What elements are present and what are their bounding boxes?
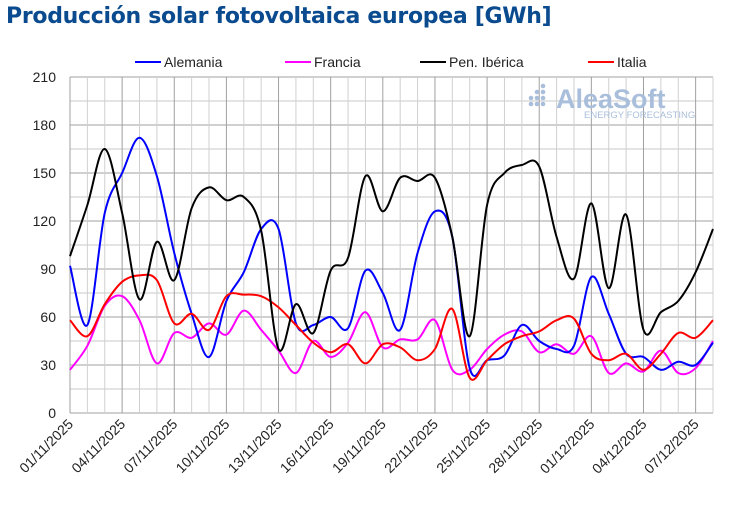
x-tick-label: 10/11/2025	[172, 416, 232, 476]
x-tick-label: 07/11/2025	[120, 416, 180, 476]
y-tick-label: 180	[33, 117, 57, 133]
y-tick-label: 120	[33, 213, 57, 229]
series-line-alemania	[69, 136, 714, 377]
legend-label: Alemania	[164, 54, 223, 70]
watermark-dot	[528, 95, 534, 101]
watermark-sub: ENERGY FORECASTING	[584, 110, 695, 121]
x-tick-label: 04/12/2025	[589, 416, 650, 477]
watermark-dot	[540, 83, 546, 89]
y-tick-label: 30	[40, 357, 56, 373]
x-tick-label: 04/11/2025	[68, 416, 128, 476]
y-tick-label: 60	[40, 309, 56, 325]
watermark-dot	[528, 101, 534, 107]
series-line-pen-ib-rica	[69, 147, 714, 352]
x-tick-label: 28/11/2025	[485, 416, 545, 476]
y-tick-label: 90	[40, 261, 56, 277]
legend-label: Italia	[617, 54, 647, 70]
series-line-francia	[69, 294, 714, 376]
y-tick-label: 210	[33, 69, 57, 85]
x-tick-label: 16/11/2025	[277, 416, 337, 476]
watermark-dot	[540, 101, 546, 107]
y-tick-label: 0	[48, 405, 56, 421]
x-tick-label: 22/11/2025	[381, 416, 441, 476]
watermark-dot	[540, 89, 546, 95]
watermark-logo: AleaSoft	[556, 84, 666, 114]
x-tick-label: 25/11/2025	[433, 416, 493, 476]
x-tick-label: 01/11/2025	[16, 416, 76, 476]
watermark-dot	[540, 95, 546, 101]
legend-label: Francia	[314, 54, 361, 70]
watermark-dot	[534, 89, 540, 95]
watermark-dot	[534, 95, 540, 101]
x-tick-label: 07/12/2025	[641, 416, 702, 477]
y-tick-label: 150	[33, 165, 57, 181]
x-tick-label: 13/11/2025	[225, 416, 285, 476]
series-line-italia	[69, 273, 714, 381]
chart-title: Producción solar fotovoltaica europea [G…	[6, 4, 552, 29]
x-tick-label: 19/11/2025	[329, 416, 389, 476]
x-tick-label: 01/12/2025	[537, 416, 598, 477]
legend-label: Pen. Ibérica	[449, 54, 524, 70]
watermark-dot	[534, 101, 540, 107]
